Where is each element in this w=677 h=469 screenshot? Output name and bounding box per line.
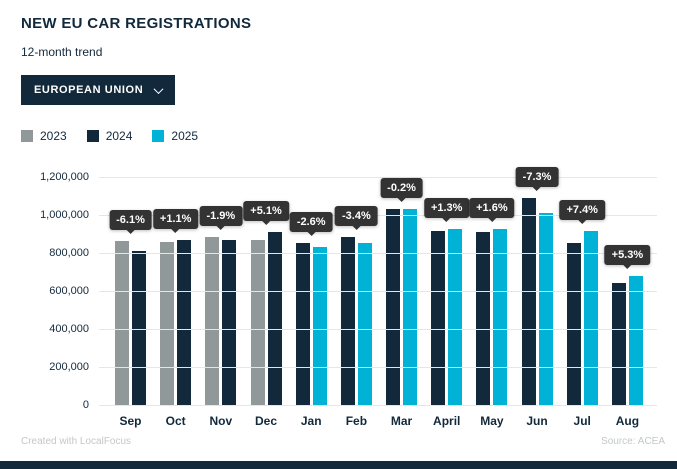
bar-2024-jan[interactable] [295, 243, 310, 405]
source-text: Source: ACEA [601, 436, 665, 447]
legend-label: 2023 [40, 129, 67, 143]
x-axis-label: Feb [345, 414, 368, 428]
x-axis-label: Nov [209, 414, 233, 428]
legend-label: 2025 [171, 129, 199, 143]
bar-2024-feb[interactable] [340, 237, 355, 405]
y-axis-tick: 800,000 [49, 247, 89, 259]
region-dropdown[interactable]: EUROPEAN UNION [21, 75, 176, 105]
bar-2025-feb[interactable] [357, 243, 372, 405]
change-tooltip: +1.1% [152, 209, 199, 229]
gridline [99, 253, 657, 254]
change-tooltip: -2.6% [289, 212, 333, 232]
month-group-feb: -3.4% Feb [334, 177, 378, 428]
month-group-nov: -1.9% Nov [199, 177, 243, 428]
change-tooltip: -6.1% [109, 210, 152, 230]
source-link[interactable]: ACEA [637, 436, 665, 447]
gridline [99, 367, 657, 368]
change-tooltip: -3.4% [334, 206, 378, 226]
page-title: NEW EU CAR REGISTRATIONS [21, 15, 252, 32]
change-tooltip: -1.9% [199, 206, 243, 226]
bar-2023-sep[interactable] [115, 241, 129, 405]
legend-label: 2024 [105, 129, 133, 143]
bar-2024-jul[interactable] [566, 243, 581, 405]
change-tooltip: +1.3% [423, 198, 470, 218]
bar-chart: -6.1% Sep +1.1% Oct -1.9% Nov +5.1% Dec -2.6% Jan… [21, 167, 665, 441]
bar-2024-dec[interactable] [267, 232, 282, 405]
y-axis-tick: 400,000 [49, 323, 89, 335]
month-group-sep: -6.1% Sep [109, 177, 152, 428]
x-axis-label: Jun [526, 414, 548, 428]
y-axis-tick: 600,000 [49, 285, 89, 297]
x-axis-label: Sep [119, 414, 142, 428]
bar-2024-jun[interactable] [521, 198, 536, 405]
bar-2024-aug[interactable] [611, 283, 626, 405]
gridline [99, 291, 657, 292]
legend: 2023 2024 2025 [21, 129, 665, 143]
gridline [99, 215, 657, 216]
legend-item-2025: 2025 [152, 129, 198, 143]
gridline [99, 405, 657, 406]
change-tooltip: +7.4% [559, 200, 605, 220]
y-axis-tick: 200,000 [49, 361, 89, 373]
x-axis-label: May [480, 414, 504, 428]
bar-2025-aug[interactable] [628, 276, 643, 405]
change-tooltip: -0.2% [380, 178, 423, 198]
chevron-down-icon [153, 83, 164, 94]
bar-2025-may[interactable] [493, 229, 508, 405]
bottom-accent-bar [0, 461, 677, 469]
month-group-oct: +1.1% Oct [152, 177, 199, 428]
x-axis-label: Dec [255, 414, 278, 428]
credit-text: Created with LocalFocus [21, 436, 132, 447]
region-dropdown-value: EUROPEAN UNION [34, 84, 144, 96]
y-axis-tick: 1,200,000 [40, 171, 89, 183]
bar-2025-jan[interactable] [312, 247, 327, 405]
bar-2024-may[interactable] [476, 232, 491, 405]
bar-2023-nov[interactable] [205, 237, 220, 405]
bar-2024-april[interactable] [431, 231, 446, 405]
month-group-jan: -2.6% Jan [289, 177, 333, 428]
month-group-jun: -7.3% Jun [515, 167, 559, 428]
x-axis-label: Mar [390, 414, 413, 428]
x-axis-label: April [433, 414, 461, 428]
bar-2025-april[interactable] [448, 229, 463, 405]
plot-area: -6.1% Sep +1.1% Oct -1.9% Nov +5.1% Dec -2.6% Jan… [99, 167, 657, 428]
chart-footer: Created with LocalFocus Source: ACEA [21, 436, 665, 447]
x-axis-label: Jul [573, 414, 591, 428]
change-tooltip: +5.3% [604, 245, 651, 265]
chart-subtitle: 12-month trend [21, 45, 103, 59]
bar-2024-sep[interactable] [132, 251, 146, 405]
change-tooltip: -7.3% [515, 167, 559, 187]
legend-item-2024: 2024 [86, 129, 133, 143]
month-group-aug: +5.3% Aug [604, 177, 651, 428]
change-tooltip: +5.1% [243, 201, 289, 221]
change-tooltip: +1.6% [469, 198, 515, 218]
month-group-may: +1.6% May [469, 177, 515, 428]
month-group-dec: +5.1% Dec [243, 177, 289, 428]
x-axis-label: Aug [615, 414, 640, 428]
bar-2023-dec[interactable] [250, 240, 265, 405]
source-label: Source: [601, 436, 636, 447]
bar-2024-mar[interactable] [386, 209, 401, 405]
x-axis-label: Oct [165, 414, 186, 428]
page: NEW EU CAR REGISTRATIONS 12-month trend … [0, 0, 677, 441]
bar-2025-mar[interactable] [403, 209, 418, 405]
bar-2025-jul[interactable] [583, 231, 598, 405]
legend-item-2023: 2023 [21, 129, 67, 143]
y-axis-tick: 0 [82, 399, 89, 411]
gridline [99, 329, 657, 330]
month-group-april: +1.3% April [423, 177, 470, 428]
bar-2024-nov[interactable] [222, 240, 237, 405]
legend-swatch-icon [86, 130, 99, 142]
bar-2024-oct[interactable] [177, 240, 192, 405]
bar-2023-oct[interactable] [160, 242, 175, 405]
month-group-jul: +7.4% Jul [559, 177, 605, 428]
y-axis-tick: 1,000,000 [40, 209, 89, 221]
month-group-mar: -0.2% Mar [380, 177, 423, 428]
x-axis-label: Jan [300, 414, 322, 428]
legend-swatch-icon [152, 130, 165, 142]
bar-2025-jun[interactable] [538, 213, 553, 405]
legend-swatch-icon [21, 130, 33, 142]
gridline [99, 177, 657, 178]
